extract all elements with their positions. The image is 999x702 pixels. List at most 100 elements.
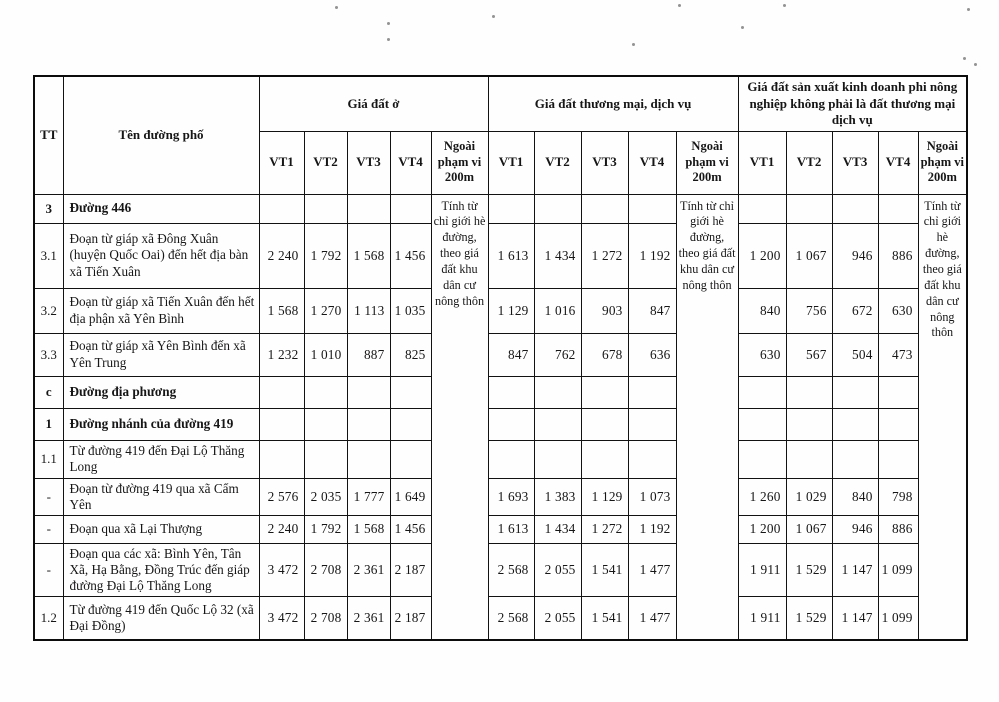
cell-price-commercial-vt3	[580, 439, 629, 479]
cell-price-production-vt3: 672	[831, 287, 879, 334]
cell-price-residential-vt2	[303, 193, 348, 224]
cell-price-residential-vt1: 3 472	[258, 542, 305, 597]
scan-speckle	[741, 26, 744, 29]
cell-price-production-vt2: 1 067	[785, 222, 833, 289]
cell-price-residential-vt2: 1 792	[303, 514, 348, 544]
scan-speckle	[963, 57, 966, 60]
header-res-vt1: VT1	[258, 130, 305, 195]
cell-price-residential-vt1: 2 240	[258, 222, 305, 289]
cell-price-residential-vt4: 1 035	[389, 287, 432, 334]
cell-price-production-vt2: 1 529	[785, 542, 833, 597]
cell-price-residential-vt1: 1 568	[258, 287, 305, 334]
cell-price-commercial-vt3: 1 541	[580, 595, 629, 641]
cell-price-production-vt4	[877, 439, 919, 479]
cell-street-name: Đường 446	[62, 193, 260, 224]
cell-price-production-vt1: 1 911	[737, 595, 787, 641]
cell-price-production-vt2: 1 067	[785, 514, 833, 544]
cell-price-residential-vt4	[389, 375, 432, 409]
cell-tt: 1.2	[33, 595, 64, 641]
header-section-residential: Giá đất ở	[258, 75, 489, 132]
cell-price-commercial-vt4	[627, 375, 677, 409]
cell-price-commercial-vt3	[580, 193, 629, 224]
cell-price-production-vt4: 1 099	[877, 595, 919, 641]
cell-price-production-vt3: 1 147	[831, 542, 879, 597]
cell-price-commercial-vt2	[533, 375, 582, 409]
cell-price-residential-vt3: 1 568	[346, 514, 391, 544]
header-res-vt3: VT3	[346, 130, 391, 195]
cell-price-residential-vt3	[346, 193, 391, 224]
cell-price-commercial-vt1: 1 613	[487, 514, 535, 544]
table-row: 3 Đường 446 Tính từ chỉ giới hè đường, the…	[33, 193, 968, 641]
cell-price-commercial-vt4: 1 477	[627, 542, 677, 597]
cell-price-residential-vt4: 2 187	[389, 542, 432, 597]
cell-price-production-vt3: 1 147	[831, 595, 879, 641]
cell-price-residential-vt1	[258, 439, 305, 479]
scan-speckle	[492, 15, 495, 18]
cell-price-production-vt4: 798	[877, 477, 919, 516]
cell-price-commercial-vt3: 1 272	[580, 222, 629, 289]
cell-price-commercial-vt4	[627, 407, 677, 441]
cell-price-commercial-vt4	[627, 439, 677, 479]
cell-price-commercial-vt1	[487, 407, 535, 441]
scan-speckle	[678, 4, 681, 7]
cell-price-commercial-vt1: 847	[487, 332, 535, 377]
cell-price-commercial-vt2	[533, 439, 582, 479]
cell-price-commercial-vt2: 2 055	[533, 542, 582, 597]
cell-price-residential-vt2: 1 792	[303, 222, 348, 289]
cell-street-name: Đoạn từ giáp xã Yên Bình đến xã Yên Trun…	[62, 332, 260, 377]
cell-tt: -	[33, 514, 64, 544]
cell-price-residential-vt4	[389, 439, 432, 479]
cell-tt: 3.3	[33, 332, 64, 377]
cell-price-commercial-vt3: 1 272	[580, 514, 629, 544]
cell-price-production-vt1: 1 200	[737, 222, 787, 289]
cell-price-residential-vt3: 1 777	[346, 477, 391, 516]
table-row: - Đoạn từ đường 419 qua xã Cẩm Yên 2 576 2 …	[33, 477, 967, 516]
cell-price-commercial-vt3: 1 129	[580, 477, 629, 516]
cell-price-residential-vt3	[346, 375, 391, 409]
cell-price-residential-vt3: 1 568	[346, 222, 391, 289]
cell-price-commercial-vt2	[533, 193, 582, 224]
cell-tt: 3.1	[33, 222, 64, 289]
cell-price-production-vt4: 886	[877, 222, 919, 289]
cell-price-residential-vt1	[258, 375, 305, 409]
cell-tt: 3.2	[33, 287, 64, 334]
cell-price-commercial-vt1: 1 693	[487, 477, 535, 516]
cell-price-residential-vt2: 2 708	[303, 595, 348, 641]
cell-price-commercial-vt1	[487, 375, 535, 409]
note-cell-commercial-outside-200m: Tính từ chỉ giới hè đường, theo giá đất …	[675, 193, 739, 641]
header-prod-vt2: VT2	[785, 130, 833, 195]
cell-price-production-vt3	[831, 193, 879, 224]
cell-price-commercial-vt3: 903	[580, 287, 629, 334]
cell-price-production-vt4	[877, 375, 919, 409]
cell-price-production-vt4	[877, 407, 919, 441]
cell-price-residential-vt2: 1 270	[303, 287, 348, 334]
cell-street-name: Từ đường 419 đến Quốc Lộ 32 (xã Đại Đồng…	[62, 595, 260, 641]
cell-price-commercial-vt2: 1 383	[533, 477, 582, 516]
cell-street-name: Đoạn từ giáp xã Tiến Xuân đến hết địa ph…	[62, 287, 260, 334]
cell-price-production-vt4: 1 099	[877, 542, 919, 597]
cell-price-residential-vt4	[389, 407, 432, 441]
cell-price-production-vt4	[877, 193, 919, 224]
cell-price-commercial-vt3: 678	[580, 332, 629, 377]
cell-price-production-vt3: 946	[831, 222, 879, 289]
cell-price-commercial-vt4: 847	[627, 287, 677, 334]
cell-price-production-vt2	[785, 439, 833, 479]
cell-price-production-vt1	[737, 439, 787, 479]
cell-price-commercial-vt1: 1 129	[487, 287, 535, 334]
cell-price-residential-vt3: 1 113	[346, 287, 391, 334]
cell-price-residential-vt3	[346, 439, 391, 479]
cell-price-commercial-vt4	[627, 193, 677, 224]
cell-street-name: Đoạn từ đường 419 qua xã Cẩm Yên	[62, 477, 260, 516]
header-prod-vt1: VT1	[737, 130, 787, 195]
cell-tt: 1	[33, 407, 64, 441]
cell-street-name: Đoạn từ giáp xã Đông Xuân (huyện Quốc Oa…	[62, 222, 260, 289]
note-cell-production-outside-200m: Tính từ chỉ giới hè đường, theo giá đất …	[917, 193, 968, 641]
cell-price-production-vt2: 756	[785, 287, 833, 334]
cell-price-production-vt1	[737, 193, 787, 224]
cell-price-commercial-vt4: 636	[627, 332, 677, 377]
cell-price-commercial-vt2: 762	[533, 332, 582, 377]
cell-price-production-vt2: 1 529	[785, 595, 833, 641]
cell-price-residential-vt1: 1 232	[258, 332, 305, 377]
cell-street-name: Đoạn qua các xã: Bình Yên, Tân Xã, Hạ Bằ…	[62, 542, 260, 597]
